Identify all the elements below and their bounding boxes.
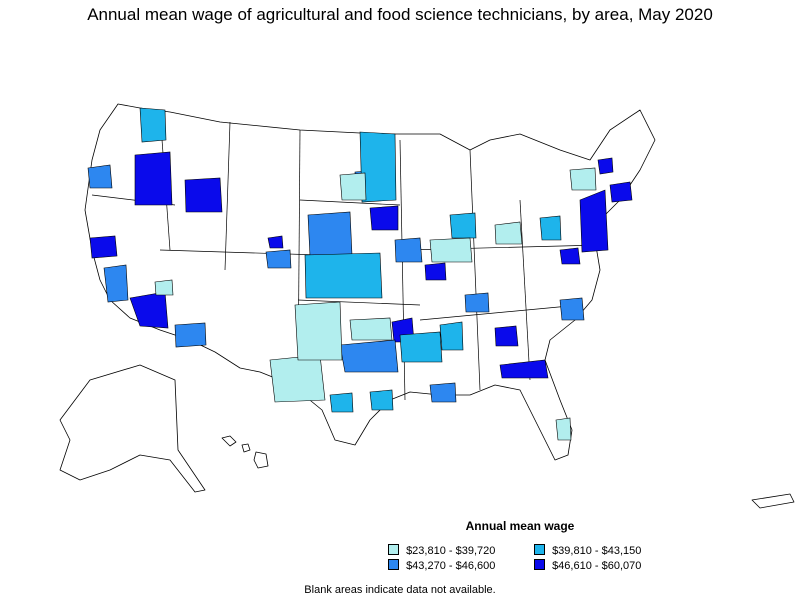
area-tier-4 [129,291,169,329]
area-tier-4 [424,262,447,281]
area-tier-4 [89,235,118,259]
state-border [469,149,481,391]
area-tier-2 [329,392,354,413]
area-tier-4 [267,235,284,249]
legend-label-2: $39,810 - $43,150 [552,545,642,557]
legend-label-1: $23,810 - $39,720 [406,545,496,557]
map-title: Annual mean wage of agricultural and foo… [87,5,713,24]
area-tier-4 [579,189,609,253]
area-tier-2 [399,331,443,363]
state-border [159,249,321,256]
legend-swatch-2 [534,544,545,555]
area-tier-3 [87,164,113,189]
area-tier-1 [429,237,473,263]
state-border [299,199,401,206]
legend-label-3: $43,270 - $46,600 [406,560,496,572]
area-tier-3 [464,292,490,313]
area-tier-4 [134,151,173,206]
area-tier-2 [304,252,383,299]
legend-title: Annual mean wage [465,519,575,533]
area-tier-1 [269,354,326,403]
area-tier-3 [559,297,585,321]
legend-item-4: $46,610 - $60,070 [534,559,641,573]
area-tier-1 [154,279,174,296]
state-border [224,121,231,271]
state-border [297,299,421,306]
area-tier-2 [449,212,477,239]
area-tier-1 [555,417,572,441]
area-tier-3 [394,237,423,263]
area-tier-4 [184,177,223,213]
area-tier-3 [339,339,399,373]
area-tier-2 [439,321,464,351]
data-availability-note: Blank areas indicate data not available. [304,584,496,596]
area-tier-4 [559,247,581,265]
puerto-rico-outline [751,493,795,509]
legend-label-4: $46,610 - $60,070 [552,560,642,572]
area-tier-4 [597,157,614,175]
area-tier-4 [609,181,633,203]
area-tier-3 [307,211,353,257]
area-tier-2 [139,107,167,143]
legend-swatch-3 [388,559,399,570]
legend-swatch-4 [534,559,545,570]
area-tier-1 [569,167,597,191]
legend-item-2: $39,810 - $43,150 [534,544,641,558]
area-tier-1 [339,172,367,201]
hawaii-outline [221,435,269,469]
area-tier-3 [429,382,457,403]
legend-item-1: $23,810 - $39,720 [388,544,495,558]
alaska-outline [59,364,206,493]
legend-item-3: $43,270 - $46,600 [388,559,495,573]
area-tier-3 [103,264,129,303]
area-tier-4 [494,325,519,347]
area-tier-1 [294,301,343,361]
state-border [419,304,581,321]
area-tier-2 [539,215,562,241]
area-tier-4 [369,205,399,231]
legend-swatch-1 [388,544,399,555]
area-tier-3 [265,249,292,269]
area-tier-4 [499,359,549,379]
area-tier-2 [369,389,394,411]
state-border [519,199,531,381]
area-tier-1 [494,221,523,245]
area-tier-1 [349,317,393,341]
area-tier-3 [174,322,207,348]
wage-areas [87,107,633,441]
